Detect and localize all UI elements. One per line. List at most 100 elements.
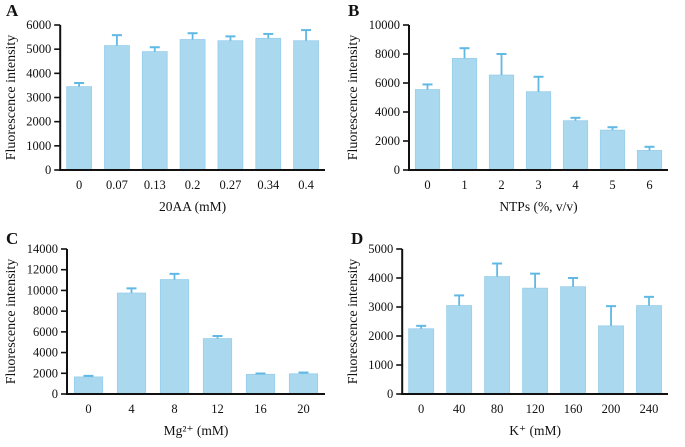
y-tick-label: 2000	[33, 366, 58, 380]
x-tick-label: 160	[564, 402, 583, 416]
y-tick-label: 0	[387, 387, 393, 401]
bar-d-0	[408, 328, 435, 395]
x-tick-label: 1	[461, 178, 467, 192]
y-tick-label: 4000	[33, 346, 58, 360]
bar-a-6	[293, 40, 319, 171]
error-bar-b-6	[644, 145, 655, 151]
panel-d: D 0 1000 2000 3000 4000 5000 0 40 80 120 160 200 240…	[342, 224, 685, 447]
y-tick-label: 2000	[26, 115, 51, 129]
x-tick-label: 4	[128, 402, 135, 416]
x-tick-label: 0	[418, 402, 424, 416]
y-tick-label: 0	[394, 163, 400, 177]
panel-c: C 0 2000 4000 6000 8000 10000 12000 14000 0 4 8 12 1…	[0, 224, 342, 447]
y-tick-label: 8000	[375, 47, 400, 61]
x-tick-label: 0	[424, 178, 430, 192]
error-bar-a-1	[111, 34, 122, 46]
y-tick-label: 5000	[368, 242, 393, 256]
y-axis-title: Fluorescence intensity	[346, 35, 361, 161]
y-tick-label: 4000	[375, 105, 400, 119]
x-tick-label: 8	[171, 402, 177, 416]
x-tick-label: 200	[602, 402, 621, 416]
error-bar-d-1	[454, 294, 465, 306]
y-axis-title: Fluorescence intensity	[346, 259, 361, 385]
bar-d-3	[522, 287, 549, 395]
y-tick-label: 10000	[369, 18, 400, 32]
x-axis-title: K⁺ (mM)	[509, 423, 561, 438]
bar-a-1	[104, 45, 130, 171]
bar-c-5	[288, 373, 319, 395]
y-tick-label: 10000	[27, 283, 58, 297]
x-tick-label: 120	[526, 402, 545, 416]
error-bar-c-4	[255, 372, 266, 375]
x-tick-label: 40	[453, 402, 466, 416]
error-bar-b-0	[422, 83, 433, 90]
bar-d-2	[484, 276, 511, 395]
error-bar-c-5	[298, 371, 309, 374]
y-tick-label: 3000	[368, 300, 393, 314]
y-tick-label: 6000	[33, 325, 58, 339]
x-axis-title: 20AA (mM)	[159, 199, 226, 214]
error-bar-c-3	[212, 335, 223, 339]
error-bar-b-3	[533, 75, 544, 92]
bar-b-1	[451, 57, 478, 171]
x-tick-label: 2	[498, 178, 504, 192]
x-tick-label: 0.13	[144, 178, 166, 192]
panel-a-label: A	[6, 1, 19, 20]
y-tick-label: 6000	[26, 18, 51, 32]
error-bar-a-4	[225, 35, 236, 41]
y-tick-label: 14000	[27, 242, 58, 256]
error-bar-d-5	[606, 305, 617, 326]
x-tick-label: 0	[85, 402, 91, 416]
error-bar-b-4	[570, 116, 581, 121]
y-tick-label: 4000	[26, 66, 51, 80]
x-tick-label: 80	[491, 402, 504, 416]
bar-a-4	[217, 40, 244, 171]
error-bar-c-0	[83, 374, 94, 377]
x-tick-label: 0.4	[298, 178, 314, 192]
error-bar-a-0	[74, 82, 85, 87]
y-tick-label: 1000	[368, 358, 393, 372]
y-tick-label: 0	[45, 163, 51, 177]
error-bar-d-3	[530, 272, 541, 289]
x-tick-label: 20	[297, 402, 310, 416]
bar-chart-20aa: 0 1000 2000 3000 4000 5000 6000 0 0.07 0.13 0.2 0.2…	[4, 18, 325, 214]
error-bar-d-6	[644, 295, 655, 306]
panel-a: A 0 1000 2000 3000 4000 5000 6000 0 0.07 0.13 0.2 0…	[0, 0, 342, 224]
x-tick-label: 0.07	[106, 178, 128, 192]
bar-b-3	[525, 91, 552, 171]
bar-c-2	[159, 279, 190, 395]
bar-b-4	[562, 120, 589, 171]
y-tick-label: 8000	[33, 304, 58, 318]
x-tick-label: 16	[254, 402, 267, 416]
error-bar-c-2	[169, 272, 180, 280]
error-bar-b-5	[607, 126, 618, 131]
y-tick-label: 12000	[27, 263, 58, 277]
y-tick-label: 0	[52, 387, 58, 401]
panel-b: B 0 2000 4000 6000 8000 10000 0 1 2 3 4 5 6 NTPs (%, …	[342, 0, 685, 224]
bar-c-3	[202, 338, 233, 395]
bar-d-5	[598, 325, 624, 395]
x-tick-label: 0.27	[219, 178, 241, 192]
x-tick-label: 6	[646, 178, 652, 192]
panel-c-label: C	[6, 229, 19, 248]
bar-d-6	[636, 305, 662, 395]
error-bar-a-3	[187, 32, 198, 40]
bar-c-1	[116, 292, 147, 395]
bar-d-4	[560, 286, 586, 395]
error-bar-d-4	[568, 277, 579, 287]
bar-c-4	[245, 373, 276, 395]
y-axis-title: Fluorescence intensity	[4, 259, 19, 385]
error-bar-c-1	[126, 287, 137, 294]
error-bar-d-2	[492, 262, 503, 277]
y-axis-title: Fluorescence intensity	[4, 35, 19, 161]
bar-chart-mg: 0 2000 4000 6000 8000 10000 12000 14000 0 4 8 12 16 2…	[4, 242, 325, 438]
bar-a-5	[255, 37, 282, 171]
bar-a-3	[179, 39, 206, 171]
x-tick-label: 0.34	[257, 178, 280, 192]
error-bar-a-5	[263, 32, 274, 39]
x-tick-label: 12	[211, 402, 224, 416]
error-bar-a-2	[149, 46, 160, 52]
y-tick-label: 5000	[26, 42, 51, 56]
x-tick-label: 0.2	[185, 178, 201, 192]
y-tick-label: 6000	[375, 76, 400, 90]
